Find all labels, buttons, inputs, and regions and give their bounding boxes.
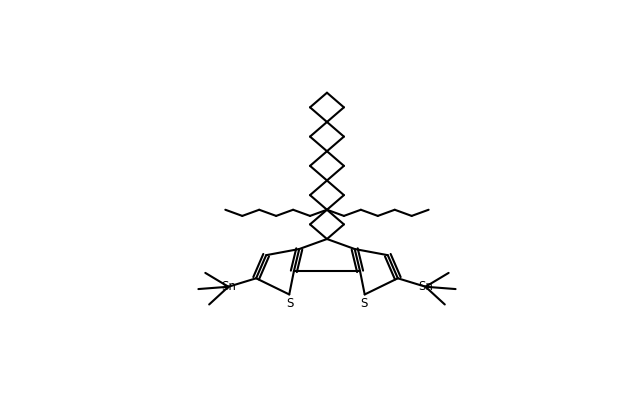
Text: S: S [360, 297, 367, 310]
Text: Sn: Sn [221, 280, 236, 293]
Text: S: S [286, 297, 293, 310]
Text: Sn: Sn [418, 280, 433, 293]
